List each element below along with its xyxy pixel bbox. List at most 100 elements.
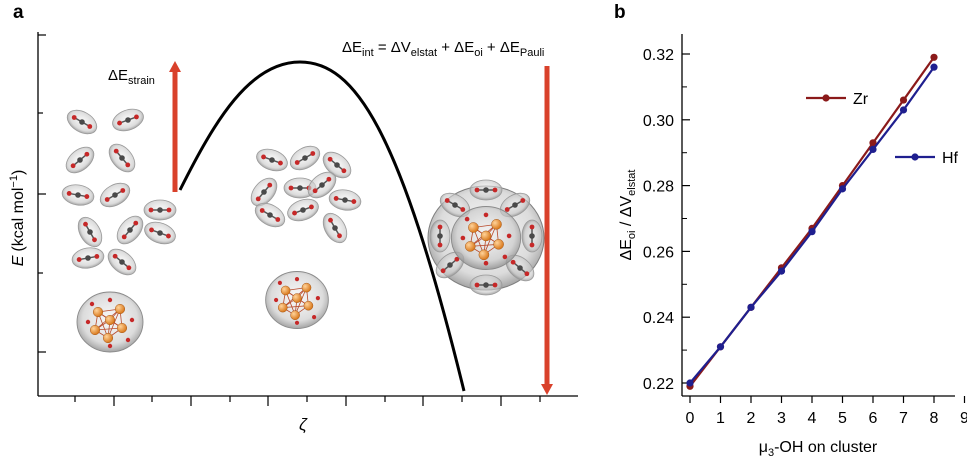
- energy-curve: [178, 60, 466, 392]
- carbon-atom: [87, 229, 93, 235]
- metal-atom: [292, 293, 302, 303]
- oxygen-atom: [117, 120, 122, 126]
- metal-atom: [478, 249, 490, 261]
- oxygen-atom: [510, 259, 516, 265]
- ligand-molecule: [322, 212, 348, 244]
- metal-cluster-left: [76, 291, 144, 353]
- oxygen-atom: [85, 319, 91, 325]
- oxygen-atom: [502, 254, 508, 260]
- ligand-molecule: [99, 182, 131, 208]
- oxygen-atom: [166, 233, 171, 239]
- oxygen-atom: [255, 196, 261, 202]
- metal-atom: [116, 322, 128, 334]
- oxygen-atom: [274, 297, 279, 303]
- oxygen-atom: [148, 207, 154, 213]
- oxygen-atom: [267, 182, 273, 188]
- oxygen-atom: [107, 343, 113, 349]
- oxygen-atom: [126, 265, 132, 271]
- ligand-molecule: [65, 146, 95, 174]
- oxygen-atom: [312, 315, 317, 320]
- oxygen-atom: [120, 188, 126, 193]
- data-point-hf: [869, 145, 877, 154]
- carbon-atom: [125, 117, 131, 123]
- oxygen-atom: [83, 221, 88, 227]
- oxygen-atom: [166, 207, 172, 213]
- strain-label: ΔEstrain: [108, 67, 155, 87]
- y-tick-label: 0.32: [643, 47, 674, 64]
- oxygen-atom: [288, 185, 294, 191]
- ligand-molecule: [328, 189, 362, 211]
- oxygen-atom: [524, 271, 530, 277]
- metal-atom: [301, 282, 312, 293]
- carbon-atom: [332, 225, 338, 231]
- ligand-molecule: [469, 274, 503, 296]
- metal-atom: [102, 332, 114, 344]
- carbon-atom: [269, 157, 275, 163]
- oxygen-atom: [483, 212, 489, 218]
- carbon-atom: [261, 189, 267, 195]
- carbon-atom: [157, 207, 163, 213]
- ligand-molecule: [307, 171, 337, 199]
- ligand-molecule: [287, 198, 319, 222]
- metal-atom: [114, 303, 126, 315]
- ligand-molecule: [429, 219, 451, 253]
- carbon-atom: [297, 185, 303, 191]
- oxygen-atom: [328, 217, 333, 223]
- ligand-molecule: [505, 254, 535, 282]
- metal-atom: [303, 300, 314, 311]
- ligand-molecule: [143, 199, 177, 221]
- ligand-molecule: [144, 221, 176, 245]
- oxygen-atom: [312, 188, 318, 194]
- panel-a-label: a: [13, 2, 24, 23]
- oxygen-atom: [474, 282, 480, 288]
- oxygen-atom: [474, 187, 480, 193]
- x-tick-label: 3: [777, 410, 786, 427]
- oxygen-atom: [310, 151, 316, 156]
- ligand-molecule: [61, 184, 95, 206]
- oxygen-atom: [133, 220, 139, 226]
- legend-label-zr: Zr: [853, 91, 869, 108]
- oxygen-atom: [520, 198, 526, 203]
- metal-atom: [89, 324, 101, 336]
- metal-atom: [468, 222, 479, 233]
- ligand-molecule: [107, 248, 137, 276]
- interaction-arrow-head: [541, 384, 553, 395]
- oxygen-atom: [294, 277, 300, 282]
- data-point-hf: [686, 379, 694, 387]
- carbon-atom: [75, 192, 81, 198]
- oxygen-atom: [134, 114, 139, 120]
- oxygen-atom: [104, 197, 110, 202]
- carbon-atom: [302, 155, 308, 161]
- carbon-atom: [334, 162, 340, 168]
- carbon-atom: [79, 119, 85, 125]
- metal-atom: [493, 239, 504, 250]
- x-tick-label: 9: [960, 410, 967, 427]
- oxygen-atom: [89, 301, 95, 307]
- ligand-molecules-left: [61, 108, 177, 276]
- x-tick-label: 1: [716, 410, 725, 427]
- panel-a-y-label: E(kcal mol−1): [8, 170, 27, 267]
- oxygen-atom: [483, 260, 489, 266]
- oxygen-atom: [107, 297, 113, 303]
- oxygen-atom: [309, 204, 314, 210]
- oxygen-atom: [529, 242, 535, 248]
- panel-b-x-ticks: 0 1 2 3 4 5 6 7 8 9: [686, 396, 967, 427]
- oxygen-atom: [333, 196, 339, 201]
- y-tick-label: 0.26: [643, 244, 674, 261]
- ligand-molecule: [250, 177, 278, 207]
- ligand-molecule: [254, 202, 286, 228]
- oxygen-atom: [76, 257, 82, 262]
- oxygen-atom: [149, 227, 154, 233]
- panel-a-x-label: ζ: [299, 415, 308, 434]
- oxygen-atom: [294, 320, 300, 325]
- oxygen-atom: [464, 216, 470, 222]
- legend-label-hf: Hf: [942, 150, 959, 167]
- oxygen-atom: [278, 160, 283, 166]
- carbon-atom: [529, 233, 535, 239]
- oxygen-atom: [87, 124, 93, 129]
- panel-b: b 0.22 0.24 0.26 0.28 0.30 0.32 0 1 2 3 4 5 6 7 8 9 Zr…: [614, 2, 967, 458]
- series-line-zr: [689, 56, 935, 387]
- oxygen-atom: [437, 242, 443, 248]
- carbon-atom: [127, 227, 133, 233]
